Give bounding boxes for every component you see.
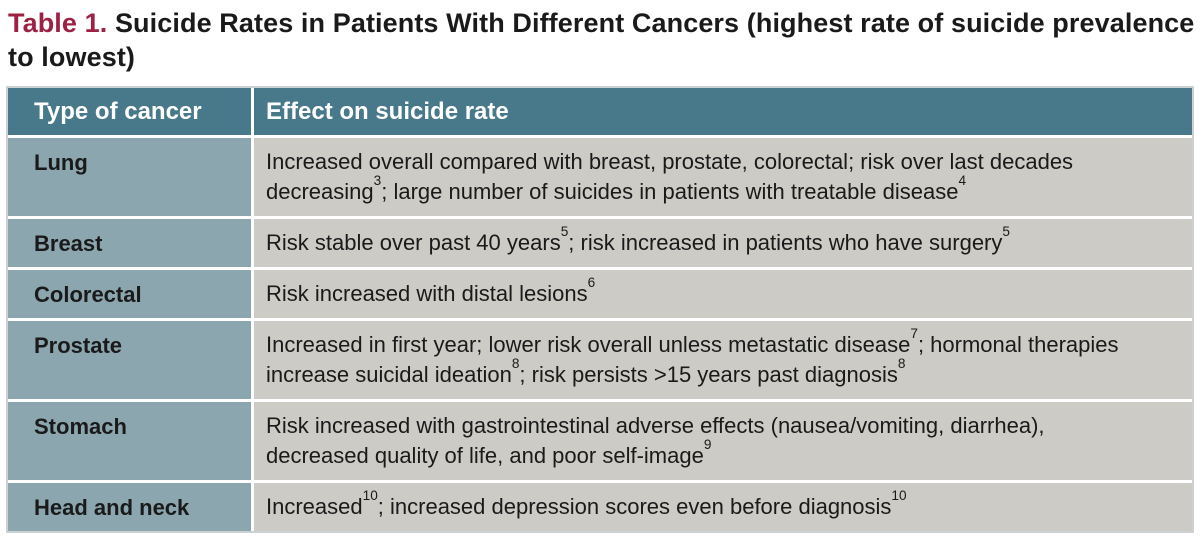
table-row: Colorectal Risk increased with distal les…: [8, 270, 1192, 321]
effect-cell: Increased in first year; lower risk over…: [254, 321, 1192, 402]
citation-superscript: 10: [362, 487, 378, 503]
citation-superscript: 8: [511, 355, 520, 371]
table-title-text: Suicide Rates in Patients With Different…: [8, 8, 1195, 72]
effect-cell: Risk increased with gastrointestinal adv…: [254, 402, 1192, 483]
citation-superscript: 5: [1002, 223, 1010, 239]
header-row: Type of cancer Effect on suicide rate: [8, 88, 1192, 138]
cancer-type-cell: Lung: [8, 138, 254, 219]
cancer-type-cell: Breast: [8, 219, 254, 270]
effect-cell: Increased overall compared with breast, …: [254, 138, 1192, 219]
table-number-label: Table 1.: [8, 8, 108, 38]
table-body: Lung Increased overall compared with brea…: [8, 138, 1192, 531]
table-row: Breast Risk stable over past 40 years5; r…: [8, 219, 1192, 270]
suicide-rates-table: Type of cancer Effect on suicide rate Lu…: [6, 86, 1194, 533]
table-row: Head and neck Increased10; increased depr…: [8, 483, 1192, 531]
cancer-type-cell: Stomach: [8, 402, 254, 483]
table-header: Type of cancer Effect on suicide rate: [8, 88, 1192, 138]
table-row: Stomach Risk increased with gastrointesti…: [8, 402, 1192, 483]
table-row: Prostate Increased in first year; lower r…: [8, 321, 1192, 402]
table-title: Table 1. Suicide Rates in Patients With …: [8, 6, 1196, 74]
citation-superscript: 8: [897, 355, 906, 371]
citation-superscript: 9: [703, 436, 712, 452]
citation-superscript: 10: [891, 487, 907, 503]
citation-superscript: 5: [560, 223, 569, 239]
effect-cell: Risk increased with distal lesions6: [254, 270, 1192, 321]
column-header-effect-on-suicide-rate: Effect on suicide rate: [254, 88, 1192, 138]
cancer-type-cell: Colorectal: [8, 270, 254, 321]
effect-cell: Risk stable over past 40 years5; risk in…: [254, 219, 1192, 270]
cancer-type-cell: Prostate: [8, 321, 254, 402]
effect-cell: Increased10; increased depression scores…: [254, 483, 1192, 531]
citation-superscript: 6: [587, 274, 596, 290]
cancer-type-cell: Head and neck: [8, 483, 254, 531]
citation-superscript: 3: [373, 172, 382, 188]
citation-superscript: 4: [958, 172, 967, 188]
column-header-type-of-cancer: Type of cancer: [8, 88, 254, 138]
citation-superscript: 7: [910, 325, 918, 341]
table-row: Lung Increased overall compared with brea…: [8, 138, 1192, 219]
